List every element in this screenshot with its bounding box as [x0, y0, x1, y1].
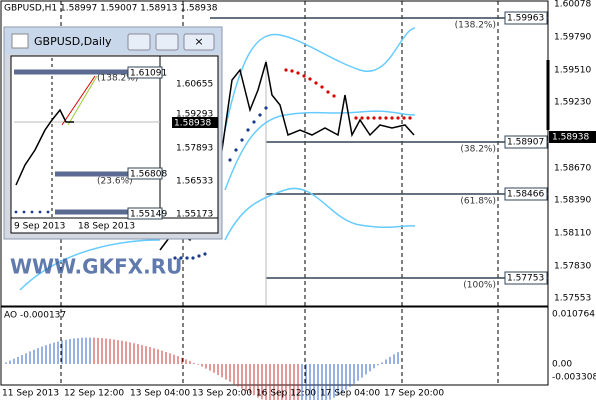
- inset-boxed: 1.61091: [130, 69, 167, 79]
- svg-text:×: ×: [194, 35, 203, 48]
- time-label: 12 Sep 12:00: [64, 389, 124, 399]
- inset-boxed: 1.56808: [130, 170, 167, 180]
- sar-dots: [173, 106, 268, 260]
- price-label: 1.58110: [554, 229, 591, 239]
- price-label: 1.57553: [554, 294, 591, 304]
- sar-dots-red: [284, 68, 412, 120]
- ao-axis: -0.003308: [552, 373, 596, 383]
- inset-window: GBPUSD,Daily × (138.2%) (23.6%) 1.61091 …: [3, 26, 223, 240]
- inset-time: 9 Sep 2013: [14, 222, 65, 232]
- price-label: 1.58670: [554, 164, 591, 174]
- ao-label: AO -0.000137: [4, 311, 66, 321]
- min-button[interactable]: [127, 33, 151, 51]
- time-label: 17 Sep 20:00: [384, 389, 444, 399]
- fib-level: (61.8%): [460, 197, 496, 207]
- inset-level: (23.6%): [97, 177, 133, 187]
- boxed-price: 1.57753: [507, 274, 544, 284]
- time-label: 11 Sep 2013: [2, 389, 59, 399]
- fib-lines: [210, 17, 548, 279]
- inset-axis: 1.57893: [176, 144, 213, 154]
- inset-time: 18 Sep 2013: [78, 222, 135, 232]
- current-box: [549, 131, 596, 143]
- boxed-price: 1.58466: [507, 190, 544, 200]
- price-box: [504, 271, 548, 285]
- ao-axis: 0.010764: [552, 310, 595, 320]
- close-button[interactable]: [183, 33, 215, 51]
- price-label: 1.59230: [554, 98, 591, 108]
- price-label: 1.59510: [554, 66, 591, 76]
- price-box: [504, 135, 548, 149]
- inset-axis: 1.56533: [176, 177, 213, 187]
- chart-header: GBPUSD,H1 1.58997 1.59007 1.58913 1.5893…: [4, 4, 218, 14]
- watermark: WWW.GKFX.RU: [10, 255, 182, 279]
- fib-level: (138.2%): [455, 21, 496, 31]
- time-label: 17 Sep 04:00: [320, 389, 380, 399]
- fib-level: (38.2%): [460, 145, 496, 155]
- inset-title: GBPUSD,Daily: [34, 35, 112, 48]
- price-label: 1.58390: [554, 196, 591, 206]
- inset-current: 1.58938: [174, 119, 211, 129]
- time-label: 13 Sep 20:00: [192, 389, 252, 399]
- inset-level: (138.2%): [97, 74, 138, 84]
- time-label: 16 Sep 12:00: [256, 389, 316, 399]
- price-box: [504, 187, 548, 201]
- time-label: 13 Sep 04:00: [130, 389, 190, 399]
- fib-level: (100%): [463, 281, 496, 291]
- bands: [19, 27, 416, 291]
- max-button[interactable]: [155, 33, 179, 51]
- current-price: 1.58938: [552, 133, 589, 143]
- price-label: 1.59790: [554, 33, 591, 43]
- price-label: 1.60078: [554, 0, 591, 10]
- inset-boxed: 1.55149: [130, 210, 167, 220]
- ao-axis: 0.00: [552, 360, 572, 370]
- boxed-price: 1.59963: [507, 14, 544, 24]
- price-box: [504, 11, 548, 25]
- inset-axis: 1.59293: [176, 110, 213, 120]
- inset-axis: 1.55173: [176, 210, 213, 220]
- price-label: 1.57830: [554, 262, 591, 272]
- boxed-price: 1.58907: [507, 138, 544, 148]
- inset-axis: 1.60655: [176, 80, 213, 90]
